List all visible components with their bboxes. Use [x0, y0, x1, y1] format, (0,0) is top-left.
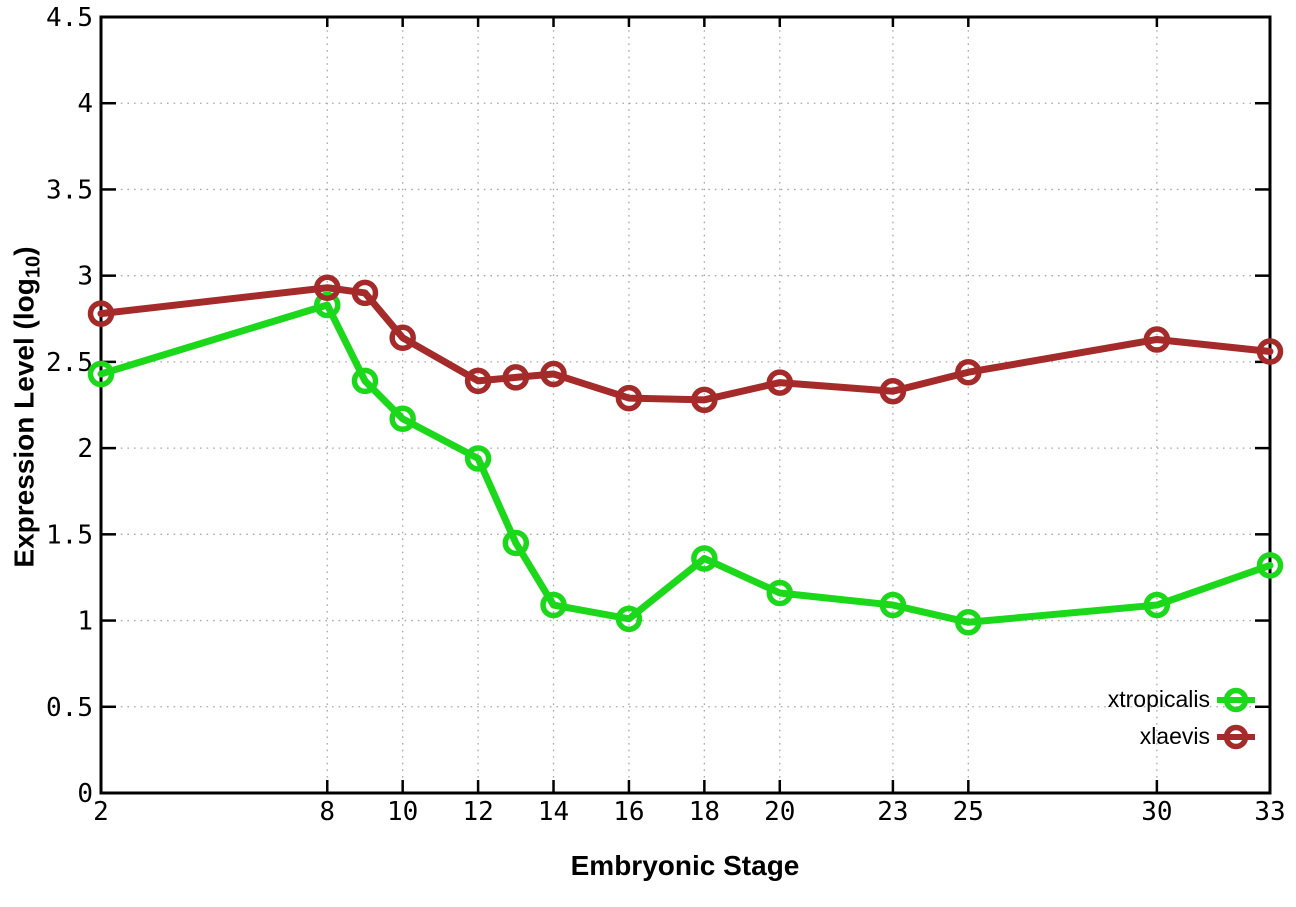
xlaevis-point — [87, 300, 115, 327]
xtropicalis-point — [1256, 552, 1284, 579]
xtropicalis-point — [766, 579, 794, 607]
xlaevis-point — [464, 367, 492, 395]
xtropicalis-point — [1143, 591, 1171, 619]
xtropicalis-marker-icon — [1217, 687, 1255, 712]
xlaevis-line — [97, 284, 1274, 404]
xtropicalis-point — [691, 545, 718, 572]
svg-text:25: 25 — [953, 797, 984, 827]
svg-text:23: 23 — [877, 797, 908, 827]
plot-border — [99, 15, 1272, 795]
svg-text:10: 10 — [387, 797, 418, 827]
svg-text:14: 14 — [538, 797, 569, 827]
xtropicalis-point — [540, 591, 567, 619]
xlaevis-point — [389, 324, 416, 351]
y-axis-title-suffix: ) — [8, 246, 40, 256]
xlaevis-point — [955, 358, 982, 386]
xtropicalis-point — [879, 591, 907, 619]
svg-text:4: 4 — [77, 89, 93, 119]
xlaevis-point — [540, 360, 567, 388]
svg-text:2: 2 — [77, 434, 93, 464]
xtropicalis-point — [314, 291, 341, 319]
svg-text:2: 2 — [93, 797, 109, 827]
xlaevis-point — [502, 364, 530, 391]
xtropicalis-point — [351, 367, 379, 395]
xlaevis-point — [766, 369, 794, 396]
xtropicalis-point — [389, 405, 416, 433]
xlaevis-point — [615, 384, 643, 412]
x-tick-labels: 2 8 10 12 14 16 18 20 23 25 30 33 — [93, 797, 1285, 827]
svg-text:20: 20 — [764, 797, 795, 827]
xtropicalis-point — [955, 609, 982, 636]
legend-label-xtropicalis: xtropicalis — [1107, 686, 1210, 712]
legend: xtropicalis xlaevis — [1108, 681, 1255, 755]
series-xtropicalis — [87, 291, 1284, 636]
svg-text:8: 8 — [319, 797, 335, 827]
svg-text:18: 18 — [689, 797, 720, 827]
legend-item-xtropicalis: xtropicalis — [1108, 681, 1255, 718]
svg-text:2.5: 2.5 — [46, 348, 93, 378]
xlaevis-point — [314, 274, 341, 301]
xtropicalis-point — [464, 445, 492, 472]
svg-text:0.5: 0.5 — [46, 693, 93, 723]
svg-text:0: 0 — [77, 779, 93, 809]
svg-text:3: 3 — [77, 262, 93, 292]
legend-item-xlaevis: xlaevis — [1108, 718, 1255, 755]
xtropicalis-point — [502, 529, 530, 557]
xlaevis-point — [879, 377, 907, 405]
svg-text:1.5: 1.5 — [46, 520, 93, 550]
gridlines — [101, 17, 1270, 793]
y-axis-title: Expression Level (log10) — [8, 246, 45, 567]
svg-text:16: 16 — [613, 797, 644, 827]
svg-text:33: 33 — [1254, 797, 1285, 827]
xlaevis-point — [351, 279, 379, 307]
xlaevis-point — [1143, 326, 1171, 353]
y-tick-labels: 0 0.5 1 1.5 2 2.5 3 3.5 4 4.5 — [46, 3, 93, 809]
legend-label-xlaevis: xlaevis — [1139, 723, 1210, 749]
axis-ticks — [99, 15, 1272, 795]
svg-text:12: 12 — [462, 797, 493, 827]
svg-text:4.5: 4.5 — [46, 3, 93, 33]
y-axis-title-subscript: 10 — [22, 255, 45, 279]
svg-text:3.5: 3.5 — [46, 175, 93, 205]
svg-text:1: 1 — [77, 607, 93, 637]
xlaevis-point — [691, 386, 718, 414]
xlaevis-point — [1256, 338, 1284, 365]
xtropicalis-point — [87, 360, 115, 388]
xlaevis-marker-icon — [1217, 724, 1255, 749]
y-axis-title-text: Expression Level (log — [8, 278, 40, 568]
xtropicalis-point — [615, 605, 643, 633]
x-axis-title: Embryonic Stage — [570, 850, 800, 881]
svg-text:30: 30 — [1141, 797, 1172, 827]
series-xlaevis — [87, 274, 1284, 414]
